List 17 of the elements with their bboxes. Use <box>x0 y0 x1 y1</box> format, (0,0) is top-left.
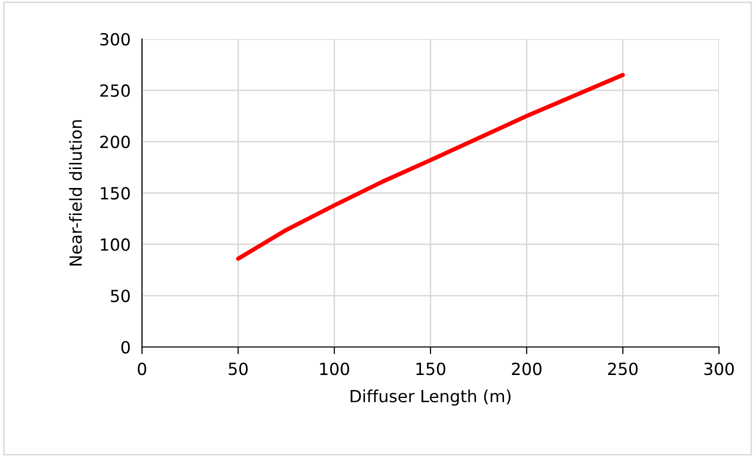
x-tick-label: 100 <box>320 362 350 376</box>
y-tick-label: 50 <box>110 290 130 302</box>
x-tick-label: 50 <box>228 362 248 376</box>
x-tick-label: 0 <box>138 362 146 376</box>
x-tick-label: 150 <box>416 362 446 376</box>
x-tick-label: 300 <box>704 362 734 376</box>
y-axis-title: Near-field dilution <box>69 120 82 266</box>
y-tick-label: 150 <box>100 186 130 200</box>
x-axis-title: Diffuser Length (m) <box>350 390 511 406</box>
x-tick-label: 250 <box>608 362 638 376</box>
y-tick-label: 250 <box>100 84 130 97</box>
y-tick-label: 0 <box>121 340 130 354</box>
y-tick-label: 200 <box>100 136 130 148</box>
x-tick-label: 200 <box>512 362 542 376</box>
y-tick-label: 100 <box>100 238 130 251</box>
line-series <box>236 72 625 261</box>
y-tick-label: 300 <box>100 32 130 46</box>
